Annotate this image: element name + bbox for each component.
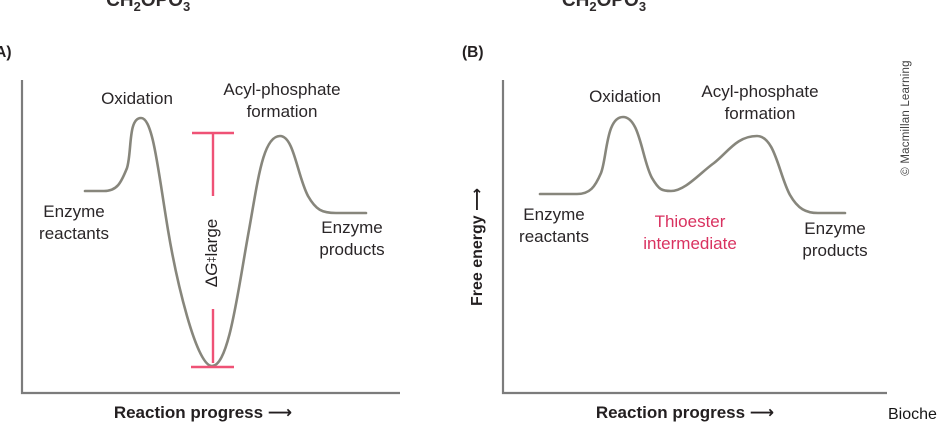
delta-symbol: Δ (202, 275, 221, 288)
formula-text: CH (106, 0, 134, 11)
panel-b-acyl-phosphate-label: Acyl-phosphate formation (701, 81, 818, 125)
panel-b-y-axis-label: Free energy ⟶ (469, 187, 486, 307)
panel-a-oxidation-label: Oxidation (101, 89, 173, 108)
label-line: Acyl-phosphate (701, 82, 819, 101)
formula-superscript: − (190, 0, 198, 2)
delta-g-qualifier: large (202, 218, 221, 257)
panel-a-enzyme-reactants-label: Enzyme reactants (39, 201, 109, 245)
page-text-fragment: Bioche (888, 406, 937, 423)
panel-b-tag: (B) (462, 44, 484, 61)
g-symbol: G (202, 262, 221, 276)
panel-b-enzyme-reactants-label: Enzyme reactants (519, 204, 589, 248)
formula-subscript: 3 (638, 0, 647, 14)
panel-a-delta-g-label: Δ G ‡ large (202, 218, 221, 288)
formula-text: OPO (596, 0, 639, 11)
label-line: formation (246, 102, 318, 121)
formula-subscript: 2 (589, 0, 597, 14)
label-line: Acyl-phosphate (223, 80, 341, 99)
panel-b-enzyme-products-label: Enzyme products (802, 218, 867, 262)
formula-top-right: CH2OPO3 (561, 0, 647, 14)
label-line: Enzyme (43, 202, 105, 221)
panel-a-axes (20, 80, 400, 395)
label-line: Enzyme (804, 219, 866, 238)
label-line: products (319, 240, 385, 259)
label-line: formation (724, 104, 796, 123)
formula-text: OPO (140, 0, 184, 11)
formula-subscript: 2 (133, 0, 141, 14)
panel-b-energy-curve (538, 115, 847, 215)
panel-b-thioester-intermediate-label: Thioester intermediate (643, 211, 737, 255)
publisher-credit: © Macmillan Learning (900, 60, 912, 176)
panel-a-enzyme-products-label: Enzyme products (319, 217, 384, 261)
label-line: reactants (519, 227, 589, 246)
label-line: products (802, 241, 868, 260)
panel-a-x-axis-label: Reaction progress ⟶ (113, 403, 293, 422)
formula-top-left: CH2OPO3− (106, 0, 198, 14)
formula-text: CH (561, 0, 590, 11)
label-line: Enzyme (321, 218, 383, 237)
panel-b-x-axis-label: Reaction progress ⟶ (595, 403, 775, 422)
panel-a-acyl-phosphate-label: Acyl-phosphate formation (223, 79, 340, 123)
panel-a-tag: (A) (0, 44, 12, 61)
label-line: intermediate (643, 234, 737, 253)
panel-b-oxidation-label: Oxidation (589, 87, 661, 106)
label-line: reactants (39, 224, 109, 243)
panel-b-axes (501, 80, 887, 395)
formula-subscript: 3 (183, 0, 191, 14)
label-line: Thioester (654, 212, 726, 231)
label-line: Enzyme (523, 205, 585, 224)
